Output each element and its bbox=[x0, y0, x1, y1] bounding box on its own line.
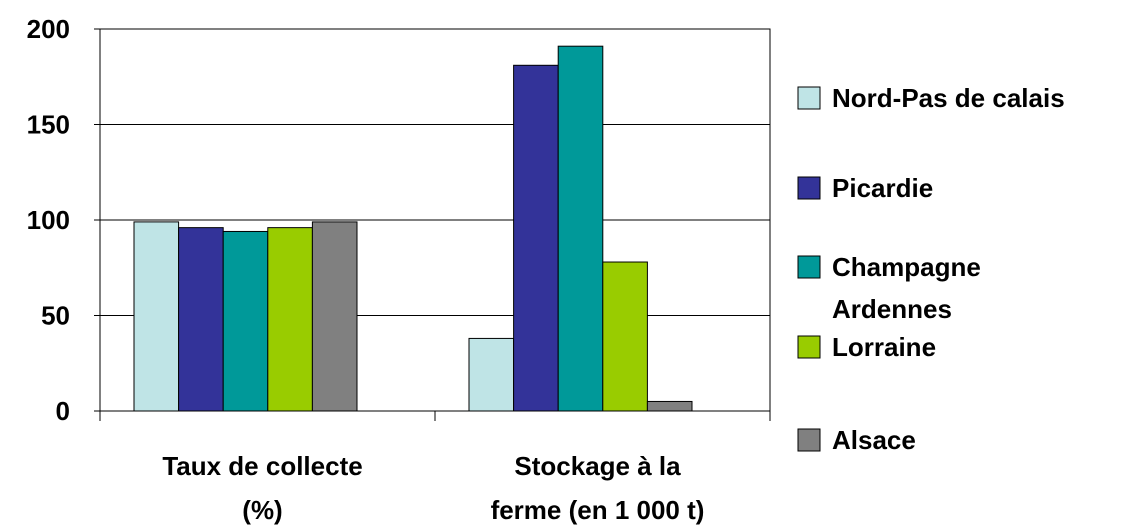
y-tick-labels: 0 50 100 150 200 bbox=[27, 14, 70, 426]
legend-swatch bbox=[797, 255, 821, 279]
bar bbox=[513, 64, 559, 412]
axes bbox=[94, 28, 771, 421]
bar bbox=[557, 45, 604, 412]
legend-label: Picardie bbox=[832, 173, 933, 203]
legend-label: Nord-Pas de calais bbox=[832, 83, 1065, 113]
y-tick-label: 150 bbox=[27, 110, 70, 140]
bar bbox=[468, 337, 515, 412]
legend-swatch bbox=[797, 86, 821, 110]
category-label: Taux de collecte (%) bbox=[162, 451, 362, 525]
legend: Nord-Pas de calais Picardie Champagne Arden… bbox=[797, 83, 1065, 455]
y-tick-label: 200 bbox=[27, 14, 70, 44]
y-tick-label: 0 bbox=[56, 396, 70, 426]
legend-swatch bbox=[797, 335, 821, 359]
legend-swatch bbox=[797, 176, 821, 200]
y-tick-label: 100 bbox=[27, 205, 70, 235]
bar bbox=[311, 221, 358, 412]
category-labels: Taux de collecte (%) Stockage à la ferme (e… bbox=[162, 451, 704, 525]
bar bbox=[222, 230, 269, 412]
legend-label: Alsace bbox=[832, 425, 916, 455]
legend-label: Champagne Ardennes bbox=[832, 252, 981, 324]
category-label: Stockage à la ferme (en 1 000 t) bbox=[491, 451, 705, 525]
bar bbox=[178, 227, 224, 412]
bar bbox=[133, 221, 180, 412]
legend-swatch bbox=[797, 428, 821, 452]
bar bbox=[646, 400, 693, 412]
legend-label: Lorraine bbox=[832, 332, 936, 362]
bar bbox=[602, 261, 648, 412]
bars bbox=[133, 45, 693, 412]
bar bbox=[267, 227, 313, 412]
y-tick-label: 50 bbox=[41, 301, 70, 331]
